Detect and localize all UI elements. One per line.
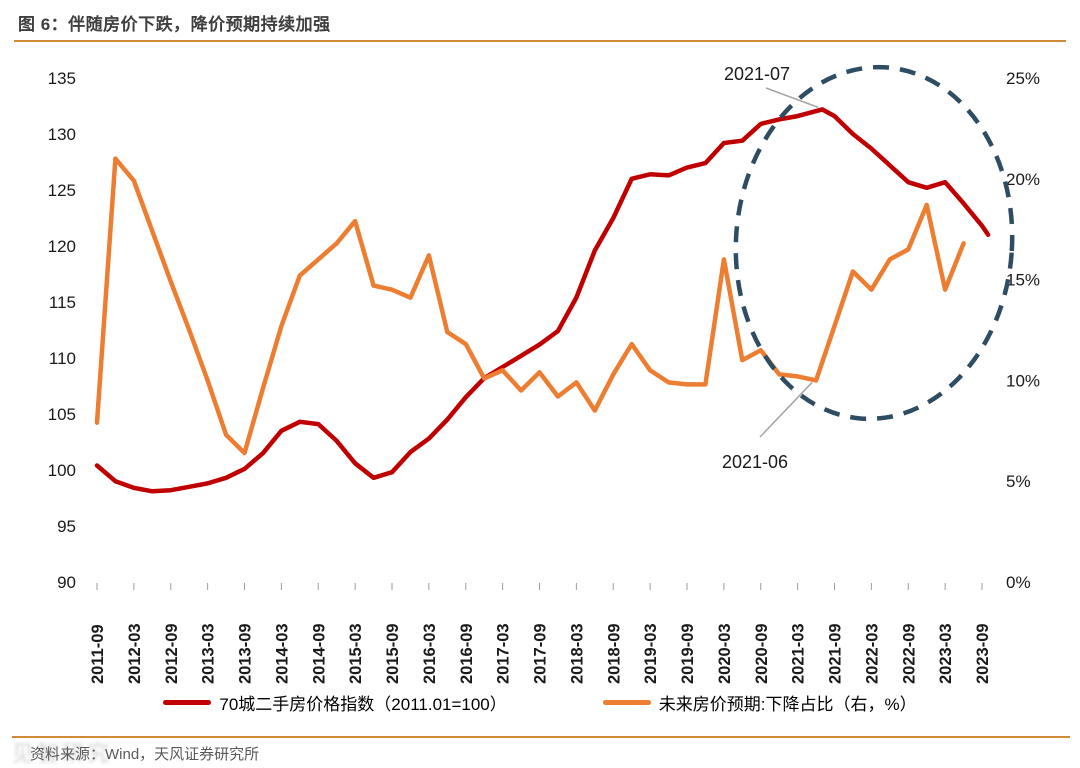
chart-legend: 70城二手房价格指数（2011.01=100） 未来房价预期:下降占比（右，%） [0, 690, 1080, 715]
x-tick-label: 2022-03 [863, 623, 881, 684]
annotation-leader-line [765, 87, 819, 109]
x-tick-label: 2013-09 [237, 623, 255, 684]
x-tick-label: 2023-09 [974, 623, 992, 684]
y-left-tick-label: 130 [48, 125, 76, 144]
y-right-tick-label: 5% [1006, 472, 1031, 491]
x-tick-label: 2020-09 [753, 623, 771, 684]
y-right-tick-label: 10% [1006, 371, 1040, 390]
x-tick-label: 2015-09 [384, 623, 402, 684]
y-right-tick-label: 15% [1006, 271, 1040, 290]
x-tick-label: 2021-03 [790, 623, 808, 684]
x-tick-label: 2012-03 [126, 623, 144, 684]
legend-label-expectation: 未来房价预期:下降占比（右，%） [658, 695, 917, 714]
x-tick-label: 2021-09 [827, 623, 845, 684]
x-tick-label: 2017-09 [532, 623, 550, 684]
x-tick-label: 2018-09 [605, 623, 623, 684]
legend-item-price-index: 70城二手房价格指数（2011.01=100） [163, 690, 507, 715]
x-tick-label: 2012-09 [163, 623, 181, 684]
y-left-tick-label: 100 [48, 461, 76, 480]
x-tick-label: 2020-03 [716, 623, 734, 684]
expectation-line [94, 156, 966, 456]
y-right-tick-label: 25% [1006, 69, 1040, 88]
annotation-leader-line [759, 381, 813, 438]
y-left-tick-label: 135 [48, 69, 76, 88]
y-left-tick-label: 120 [48, 237, 76, 256]
y-right-tick-label: 20% [1006, 170, 1040, 189]
y-left-tick-label: 90 [57, 573, 76, 592]
legend-swatch-orange-line [602, 700, 651, 705]
x-tick-label: 2014-03 [273, 623, 291, 684]
y-left-tick-label: 105 [48, 405, 76, 424]
footer-divider [12, 736, 1070, 738]
x-tick-label: 2023-03 [937, 623, 955, 684]
annotation-label: 2021-06 [722, 452, 788, 472]
x-tick-label: 2017-03 [495, 623, 513, 684]
price-index-line [94, 107, 991, 494]
y-left-tick-label: 95 [57, 517, 76, 536]
x-tick-label: 2011-09 [89, 624, 107, 684]
y-right-tick-label: 0% [1006, 573, 1031, 592]
x-tick-label: 2022-09 [900, 623, 918, 684]
x-tick-label: 2013-03 [200, 623, 218, 684]
x-tick-label: 2018-03 [568, 623, 586, 684]
y-left-tick-label: 115 [49, 293, 76, 312]
x-tick-label: 2016-09 [458, 623, 476, 684]
title-divider [14, 40, 1066, 42]
y-left-tick-label: 110 [49, 349, 76, 368]
x-tick-label: 2014-09 [310, 623, 328, 684]
legend-item-expectation: 未来房价预期:下降占比（右，%） [602, 690, 917, 715]
figure-title: 图 6：伴随房价下跌，降价预期持续加强 [18, 15, 331, 34]
x-tick-label: 2019-03 [642, 623, 660, 684]
annotation-label: 2021-07 [724, 64, 790, 84]
legend-swatch-red-line [163, 700, 212, 705]
highlight-ellipse [733, 64, 1015, 422]
legend-label-price-index: 70城二手房价格指数（2011.01=100） [219, 695, 507, 714]
source-note: 资料来源：Wind，天风证券研究所 [30, 746, 260, 763]
x-tick-label: 2015-03 [347, 623, 365, 684]
x-tick-label: 2019-09 [679, 623, 697, 684]
y-left-tick-label: 125 [48, 181, 76, 200]
x-tick-label: 2016-03 [421, 623, 439, 684]
